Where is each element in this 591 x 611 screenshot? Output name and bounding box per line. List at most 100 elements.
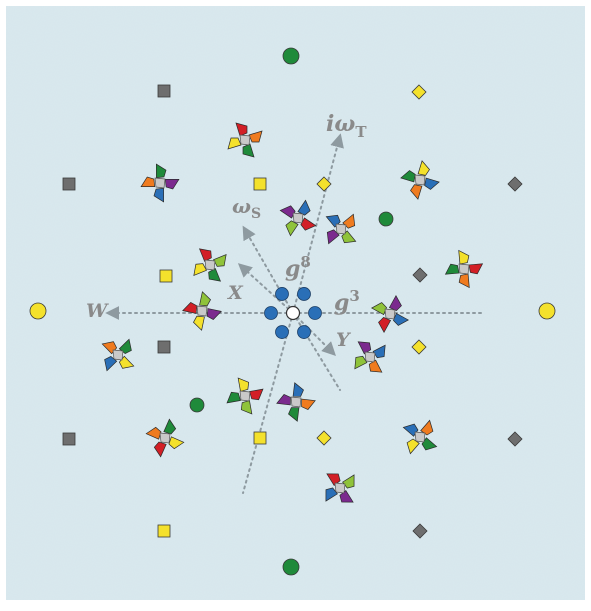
label-omega-t: iωT (326, 111, 367, 141)
pinwheel-flag (163, 418, 177, 435)
pinwheel-flag (406, 438, 420, 455)
label-omega-t-sub: T (355, 123, 367, 141)
diagram-background (6, 6, 585, 600)
pinwheel-flag (301, 398, 316, 410)
pinwheel-hub (335, 223, 347, 235)
pinwheel-flag (339, 490, 354, 503)
weight-circle-green-upper (378, 211, 394, 227)
pinwheel-flag (458, 249, 470, 265)
weight-dot-blue (297, 287, 311, 301)
weight-circle-green-lower (189, 397, 205, 413)
weight-circle-bottom (282, 558, 300, 576)
pinwheel-cluster (193, 248, 227, 282)
label-w: W (86, 300, 109, 322)
pinwheel-flag (458, 273, 470, 289)
pinwheel-hub (458, 263, 470, 275)
pinwheel-hub (364, 351, 376, 363)
pinwheel-flag (378, 317, 392, 334)
pinwheel-cluster (140, 163, 180, 203)
weight-square (253, 431, 267, 445)
pinwheel-flag (226, 391, 241, 404)
pinwheel-hub (334, 482, 346, 494)
pinwheel-hub (290, 396, 302, 408)
label-g3-base: g (334, 290, 349, 316)
weight-square (157, 84, 171, 98)
pinwheel-flag (444, 263, 460, 275)
pinwheel-cluster (182, 291, 222, 331)
pinwheel-cluster (276, 382, 316, 422)
weight-diamond (507, 431, 523, 447)
pinwheel-hub (239, 390, 251, 402)
weight-circle-right (538, 302, 556, 320)
weight-square (159, 269, 173, 283)
label-x: X (227, 282, 244, 304)
pinwheel-hub (112, 349, 124, 361)
pinwheel-flag (182, 302, 198, 314)
weight-dot-blue (275, 287, 289, 301)
pinwheel-flag (235, 122, 248, 137)
label-g3: g3 (334, 287, 360, 316)
axis-omega-t-down (242, 312, 294, 494)
label-g8: g8 (285, 253, 311, 282)
pinwheel-cluster (354, 341, 386, 373)
pinwheel-flag (206, 308, 222, 320)
weight-diamond (412, 523, 428, 539)
pinwheel-flag (213, 253, 227, 267)
pinwheel-flag (424, 177, 440, 190)
pinwheel-flag (193, 263, 207, 277)
pinwheel-flag (193, 315, 205, 331)
pinwheel-layer (101, 122, 484, 503)
pinwheel-cluster (226, 377, 264, 415)
pinwheel-flag (104, 355, 118, 372)
weight-diamond (411, 84, 427, 100)
pinwheel-flag (285, 220, 299, 237)
pinwheel-hub (239, 134, 251, 146)
origin-dot (285, 305, 301, 321)
pinwheel-hub (196, 305, 208, 317)
pinwheel-flag (248, 130, 263, 143)
labels-layer: iωT ωS g8 g3 X Y W (86, 111, 367, 351)
pinwheel-flag (208, 268, 222, 282)
weight-square (62, 432, 76, 446)
pinwheel-flag (164, 179, 180, 190)
label-omega-s-base: ω (232, 194, 251, 218)
pinwheel-cluster (370, 294, 410, 334)
pinwheel-flag (326, 473, 341, 486)
pinwheel-flag (153, 441, 167, 458)
pinwheel-flag (325, 487, 338, 502)
weight-circle-left (29, 302, 47, 320)
axis-y (292, 312, 336, 356)
pinwheel-flag (168, 436, 185, 450)
axis-omega-t (292, 133, 344, 314)
pinwheel-flag (372, 344, 386, 359)
pinwheel-flag (140, 176, 156, 187)
label-g8-sup: 8 (300, 253, 310, 271)
weight-square (253, 177, 267, 191)
label-omega-s: ωS (232, 194, 261, 222)
weight-square (62, 177, 76, 191)
pinwheel-flag (240, 400, 253, 415)
pinwheel-flag (153, 187, 164, 203)
pinwheel-hub (204, 259, 216, 271)
weight-square (157, 340, 171, 354)
weight-circle-top (282, 47, 300, 65)
weight-diamond (507, 176, 523, 192)
weight-diamond (411, 339, 427, 355)
pinwheel-cluster (279, 199, 317, 237)
label-omega-s-sub: S (251, 206, 261, 222)
pinwheel-flag (468, 263, 484, 275)
pinwheel-hub (414, 431, 426, 443)
weight-square (157, 524, 171, 538)
points-layer (29, 47, 556, 576)
pinwheel-flag (227, 137, 242, 150)
weight-diamond (316, 176, 332, 192)
weight-dot-blue (297, 325, 311, 339)
weight-dot-blue (308, 306, 322, 320)
label-g3-sup: 3 (349, 287, 359, 305)
axis-omega-s (242, 225, 294, 314)
pinwheel-flag (276, 394, 291, 406)
weight-diamond (316, 430, 332, 446)
pinwheel-flag (357, 341, 372, 355)
